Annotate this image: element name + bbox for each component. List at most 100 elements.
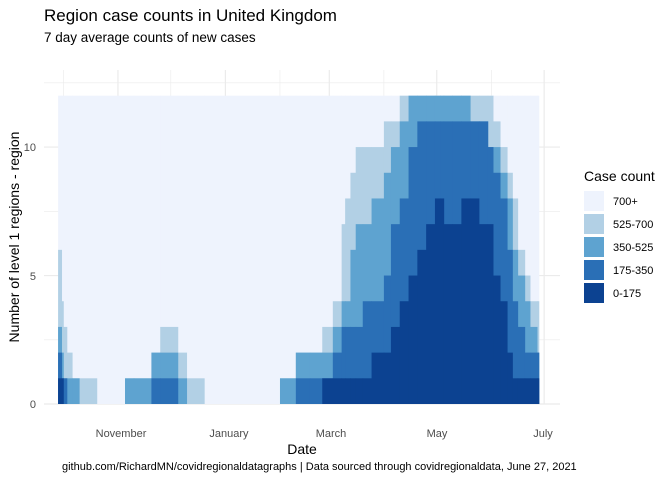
band-step: [383, 275, 392, 404]
band-step: [517, 378, 526, 404]
legend-label: 525-700: [613, 219, 653, 231]
band-step: [79, 95, 98, 404]
band-step: [125, 95, 135, 404]
band-step: [332, 95, 343, 404]
band-step: [204, 95, 260, 404]
band-step: [258, 95, 281, 404]
band-step: [355, 378, 364, 404]
band-step: [345, 326, 351, 404]
band-step: [177, 378, 188, 404]
band-step: [66, 95, 73, 404]
band-step: [362, 301, 372, 404]
band-step: [371, 352, 385, 404]
band-step: [72, 95, 80, 404]
plot-bands: [58, 95, 540, 405]
chart-title: Region case counts in United Kingdom: [44, 6, 337, 25]
band-step: [487, 224, 494, 404]
band-step: [279, 378, 297, 404]
band-step: [507, 249, 513, 404]
legend-label: 175-350: [613, 265, 653, 277]
band-step: [383, 352, 392, 404]
band-step: [355, 224, 364, 404]
legend-label: 700+: [613, 196, 638, 208]
band-step: [177, 95, 188, 404]
chart-subtitle: 7 day average counts of new cases: [44, 30, 256, 45]
band-step: [63, 95, 68, 404]
band-step: [530, 378, 538, 404]
legend-title: Case count: [584, 168, 655, 184]
x-axis-label: Date: [287, 441, 317, 457]
band-step: [493, 275, 501, 404]
band-step: [362, 378, 372, 404]
band-step: [537, 95, 540, 404]
band-step: [524, 95, 531, 404]
legend-swatch-350-525: [584, 237, 604, 257]
legend-swatch-0-175: [584, 283, 604, 303]
band-step: [470, 198, 480, 404]
band-step: [160, 378, 179, 404]
legend: Case count 700+ 525-700 350-525 175-350 …: [584, 168, 655, 303]
band-step: [512, 378, 519, 404]
band-step: [79, 378, 98, 404]
band-step: [440, 198, 445, 404]
band-step: [322, 378, 334, 404]
x-tick-label: March: [316, 428, 347, 440]
y-tick-labels: 0 5 10: [24, 142, 36, 411]
band-step: [151, 95, 161, 404]
legend-swatch-175-350: [584, 260, 604, 280]
band-step: [512, 301, 519, 404]
band-step: [186, 378, 205, 404]
band-step: [133, 95, 152, 404]
band-step: [58, 378, 63, 404]
band-step: [355, 326, 364, 404]
band-0-175: [58, 198, 540, 404]
band-step: [478, 224, 489, 404]
band-step: [125, 378, 135, 404]
band-step: [537, 378, 540, 404]
chart-caption: github.com/RichardMN/covidregionaldatagr…: [62, 461, 577, 473]
band-step: [66, 378, 73, 404]
band-step: [461, 198, 471, 404]
band-step: [399, 301, 409, 404]
band-step: [345, 378, 351, 404]
band-step: [58, 95, 63, 404]
y-tick-label: 5: [30, 271, 36, 283]
band-step: [279, 95, 297, 404]
band-step: [350, 378, 357, 404]
legend-label: 0-175: [613, 288, 641, 300]
band-step: [452, 224, 462, 404]
band-step: [517, 95, 526, 404]
band-step: [530, 95, 538, 404]
band-step: [295, 95, 311, 404]
band-step: [524, 378, 531, 404]
x-tick-label: July: [533, 428, 553, 440]
band-step: [61, 378, 64, 404]
band-step: [408, 275, 418, 404]
band-step: [332, 378, 343, 404]
band-step: [390, 326, 401, 404]
x-tick-label: January: [209, 428, 249, 440]
band-step: [309, 95, 323, 404]
band-step: [434, 198, 441, 404]
band-step: [341, 378, 346, 404]
band-step: [322, 95, 334, 404]
y-tick-label: 10: [24, 142, 36, 154]
band-step: [151, 378, 161, 404]
band-step: [309, 378, 323, 404]
band-step: [417, 249, 427, 404]
x-tick-labels: November January March May July: [96, 428, 554, 440]
legend-swatch-700-plus: [584, 191, 604, 211]
band-step: [63, 326, 68, 404]
band-step: [186, 95, 205, 404]
band-step: [426, 224, 436, 404]
x-tick-label: May: [427, 428, 448, 440]
band-step: [443, 224, 453, 404]
band-step: [72, 378, 80, 404]
y-axis-label: Number of level 1 regions - region: [6, 132, 22, 343]
x-tick-label: November: [96, 428, 147, 440]
band-step: [341, 326, 346, 404]
band-step: [295, 378, 311, 404]
legend-label: 350-525: [613, 242, 653, 254]
band-step: [133, 378, 152, 404]
